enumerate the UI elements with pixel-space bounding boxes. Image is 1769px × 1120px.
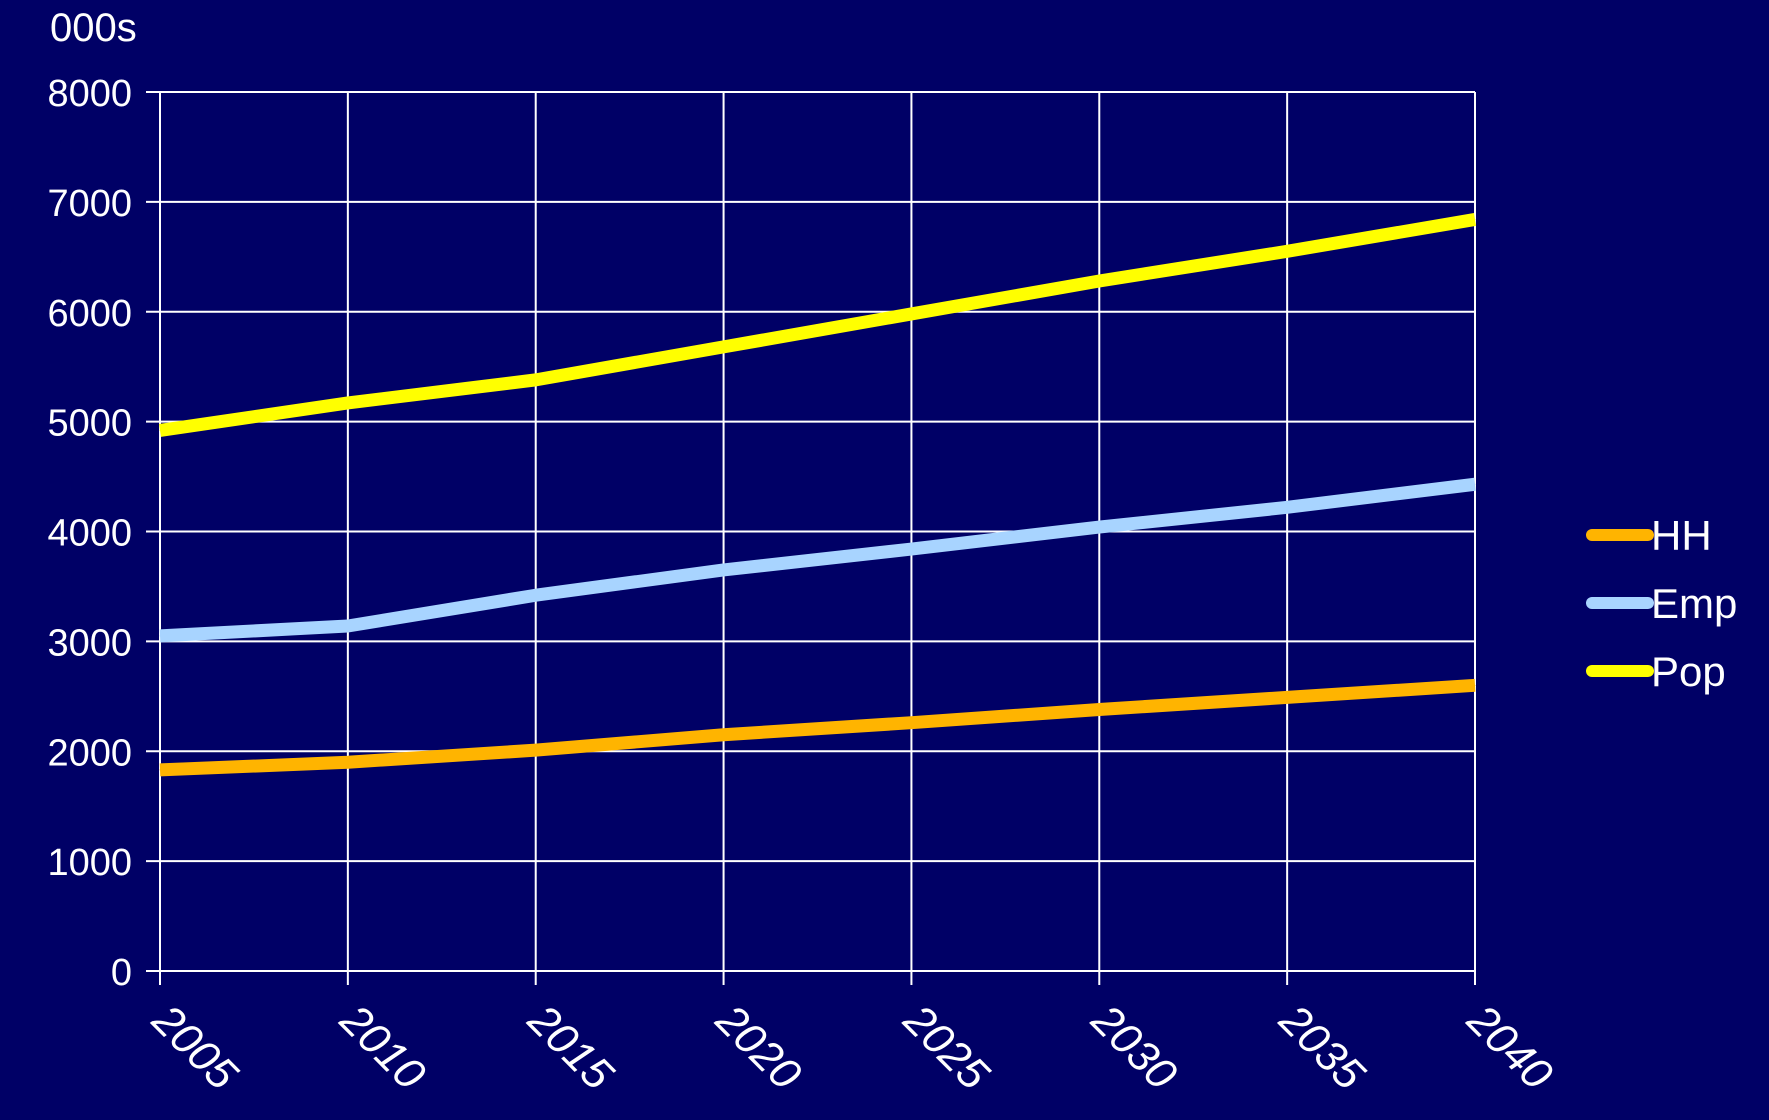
legend-label-emp: Emp — [1651, 580, 1737, 627]
series-lines — [159, 213, 1477, 777]
data-point-pop — [1286, 250, 1288, 252]
data-point-hh — [1098, 708, 1100, 710]
series-line-hh — [159, 678, 1476, 777]
series-line-pop — [159, 213, 1477, 437]
data-point-pop — [159, 429, 161, 431]
data-point-hh — [347, 761, 349, 763]
series-line-emp — [159, 477, 1476, 643]
data-point-emp — [1474, 483, 1476, 485]
y-tick-label: 2000 — [47, 732, 132, 774]
y-unit-label: 000s — [50, 6, 137, 50]
data-point-emp — [347, 625, 349, 627]
data-point-emp — [1098, 526, 1100, 528]
data-point-pop — [1098, 280, 1100, 282]
data-point-hh — [159, 769, 161, 771]
data-point-pop — [347, 402, 349, 404]
y-tick-label: 8000 — [47, 73, 132, 115]
y-tick-label: 3000 — [47, 622, 132, 664]
y-axis-ticks: 0 1000 2000 3000 4000 5000 6000 7000 8000 — [47, 73, 132, 994]
legend: HH Emp Pop — [1586, 512, 1737, 695]
data-point-emp — [723, 569, 725, 571]
y-tick-label: 4000 — [47, 513, 132, 555]
data-point-hh — [1474, 684, 1476, 686]
data-point-hh — [1286, 696, 1288, 698]
data-point-hh — [910, 722, 912, 724]
data-point-hh — [535, 749, 537, 751]
y-tick-label: 5000 — [47, 403, 132, 445]
y-tick-label: 1000 — [47, 842, 132, 884]
data-point-pop — [535, 379, 537, 381]
data-point-pop — [1474, 218, 1476, 220]
data-point-emp — [910, 548, 912, 550]
data-point-hh — [723, 734, 725, 736]
data-point-emp — [1286, 506, 1288, 508]
grid — [146, 91, 1476, 985]
legend-label-hh: HH — [1651, 512, 1712, 559]
y-tick-label: 6000 — [47, 293, 132, 335]
data-point-emp — [535, 594, 537, 596]
data-point-emp — [159, 635, 161, 637]
data-point-pop — [723, 346, 725, 348]
data-point-pop — [910, 313, 912, 315]
legend-label-pop: Pop — [1651, 648, 1726, 695]
y-tick-label: 7000 — [47, 183, 132, 225]
y-tick-label: 0 — [111, 952, 132, 994]
